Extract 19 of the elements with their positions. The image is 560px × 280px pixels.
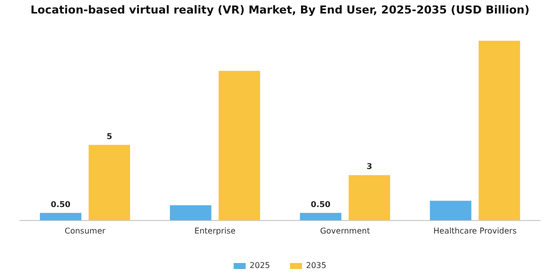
x-tick-label: Enterprise bbox=[194, 226, 236, 236]
legend-label: 2035 bbox=[306, 261, 326, 270]
x-tick-label: Government bbox=[320, 226, 370, 236]
bar bbox=[218, 70, 260, 220]
bar bbox=[300, 212, 342, 220]
x-tick-label: Healthcare Providers bbox=[433, 226, 517, 236]
data-label: 3 bbox=[366, 162, 372, 172]
legend-label: 2025 bbox=[250, 261, 270, 270]
x-tick-label: Consumer bbox=[64, 226, 106, 236]
bar bbox=[478, 40, 520, 220]
bar bbox=[348, 175, 390, 220]
bar bbox=[88, 144, 130, 220]
bar bbox=[430, 200, 472, 220]
data-label: 0.50 bbox=[310, 200, 331, 209]
bar bbox=[170, 205, 212, 220]
bar bbox=[40, 212, 82, 220]
chart-title: Location-based virtual reality (VR) Market, By End User, 2025-2035 (USD Billion) bbox=[30, 3, 530, 16]
data-label: 5 bbox=[106, 132, 113, 141]
data-label: 0.50 bbox=[50, 200, 71, 209]
